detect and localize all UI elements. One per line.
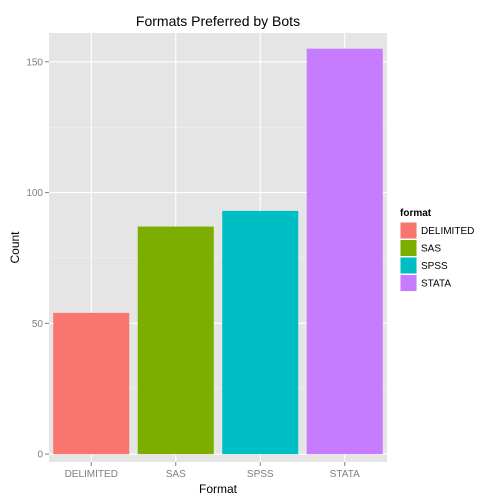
bars [53, 48, 383, 455]
x-tick-label: STATA [330, 469, 360, 480]
legend-label: STATA [421, 279, 451, 290]
legend-label: SPSS [421, 261, 448, 272]
chart-title: Formats Preferred by Bots [136, 13, 300, 29]
y-tick-label: 0 [37, 450, 43, 461]
legend-title: format [400, 208, 432, 219]
bar-delimited [53, 312, 130, 455]
y-axis-ticks: 0 50 100 150 [26, 57, 49, 461]
x-tick-label: DELIMITED [65, 469, 118, 480]
x-axis-title: Format [199, 482, 238, 496]
legend-swatch-stata [400, 275, 417, 291]
bar-spss [222, 210, 299, 455]
y-tick-label: 150 [26, 57, 43, 68]
legend-swatch-spss [400, 257, 417, 274]
x-tick-label: SPSS [247, 469, 274, 480]
x-axis-ticks: DELIMITED SAS SPSS STATA [65, 462, 360, 480]
legend-items: DELIMITED SAS SPSS STATA [399, 221, 474, 292]
bar-stata [306, 48, 383, 455]
legend-swatch-delimited [400, 222, 417, 239]
y-tick-label: 50 [32, 319, 44, 330]
x-tick-label: SAS [166, 469, 186, 480]
legend: format DELIMITED SAS SPSS STATA [399, 208, 474, 292]
legend-label: SAS [421, 244, 441, 255]
legend-swatch-sas [400, 240, 417, 256]
bar-sas [137, 226, 214, 455]
y-axis-title: Count [8, 231, 22, 264]
y-tick-label: 100 [26, 188, 43, 199]
legend-label: DELIMITED [421, 226, 474, 237]
